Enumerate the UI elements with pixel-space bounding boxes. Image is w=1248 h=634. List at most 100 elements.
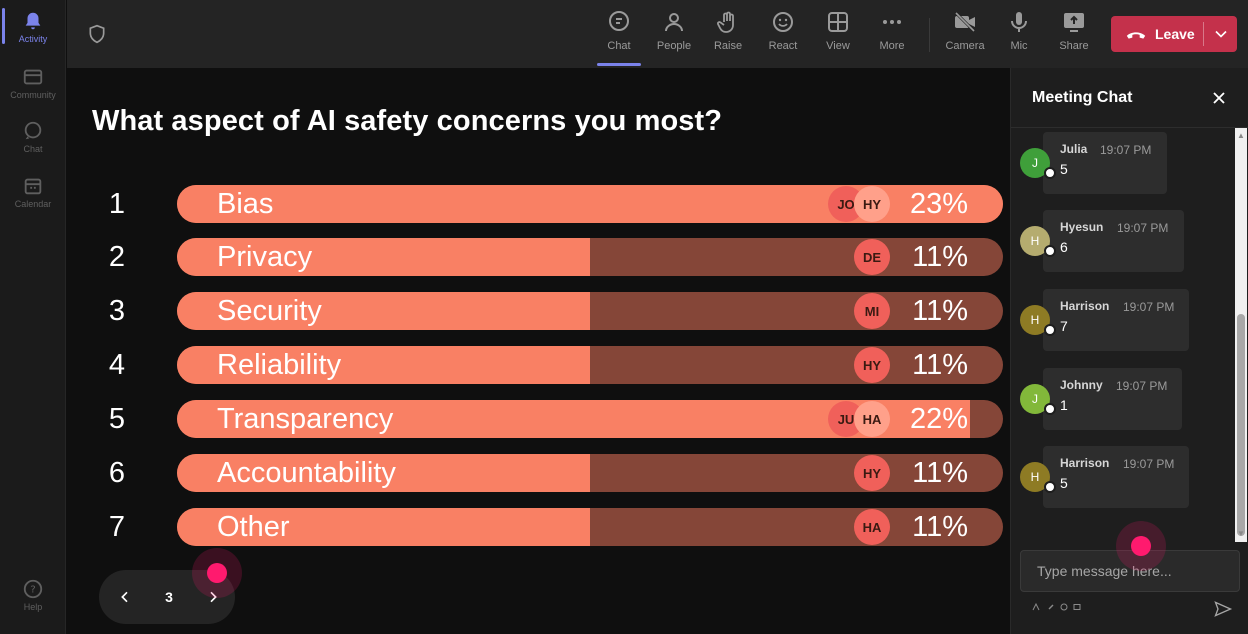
option-percent: 11% [912, 241, 968, 273]
poll-option-row: 6 Accountability HY 11% [67, 454, 1008, 492]
rail-item-help[interactable]: ? Help [0, 578, 66, 612]
avatar[interactable]: H [1020, 226, 1050, 256]
toolbar-mic-button[interactable]: Mic [995, 10, 1043, 62]
presence-indicator [1044, 481, 1056, 493]
rail-item-calendar[interactable]: Calendar [0, 175, 66, 209]
message-text: 5 [1060, 475, 1068, 491]
scroll-up-arrow[interactable]: ▲ [1237, 131, 1245, 140]
toolbar-label: Share [1059, 40, 1089, 52]
close-icon[interactable] [1209, 88, 1229, 108]
page-number: 3 [165, 589, 173, 605]
toolbar-label: More [879, 40, 905, 52]
chat-message: Hyesun 19:07 PM 6 H [1019, 210, 1229, 274]
option-number: 5 [108, 403, 126, 435]
message-time: 19:07 PM [1123, 300, 1175, 314]
chat-icon [24, 121, 42, 140]
chat-message: Harrison 19:07 PM 7 H [1019, 289, 1229, 353]
smile-icon [773, 12, 793, 32]
toolbar-label: React [768, 40, 798, 52]
chevron-down-icon[interactable] [1211, 24, 1231, 44]
emoji-icon[interactable] [1060, 603, 1068, 611]
option-percent: 22% [909, 403, 968, 435]
option-number: 7 [108, 511, 126, 543]
gif-icon[interactable] [1073, 603, 1081, 611]
leave-divider [1203, 22, 1204, 46]
format-icon[interactable] [1032, 603, 1040, 611]
next-page-button[interactable] [195, 579, 231, 615]
option-label: Reliability [217, 349, 342, 381]
option-label: Bias [217, 188, 274, 220]
active-indicator [2, 8, 5, 44]
rail-item-activity[interactable]: Activity [0, 10, 66, 44]
poll-option-row: 7 Other HA 11% [67, 508, 1008, 546]
leave-label: Leave [1155, 26, 1195, 42]
camera-off-icon [954, 11, 976, 33]
toolbar-camera-button[interactable]: Camera [941, 10, 989, 62]
option-label: Accountability [217, 457, 396, 489]
message-bubble[interactable]: Harrison 19:07 PM 5 [1043, 446, 1189, 508]
presence-indicator [1044, 403, 1056, 415]
toolbar-label: Camera [945, 40, 985, 52]
meeting-toolbar: Chat People Raise React View More Camera… [67, 0, 1248, 68]
message-bubble[interactable]: Harrison 19:07 PM 7 [1043, 289, 1189, 351]
rail-label: Calendar [14, 199, 52, 209]
chevron-left-icon [121, 591, 128, 603]
chat-message-list[interactable]: Julia 19:07 PM 5 J Hyesun 19:07 PM 6 H Harrison 1… [1011, 128, 1248, 542]
share-icon [1064, 13, 1084, 32]
voter-chip: HY [854, 455, 890, 491]
option-number: 2 [108, 241, 126, 273]
toolbar-chat-button[interactable]: Chat [595, 10, 643, 66]
message-sender: Harrison [1060, 299, 1110, 313]
chat-header: Meeting Chat [1011, 68, 1248, 128]
message-bubble[interactable]: Johnny 19:07 PM 1 [1043, 368, 1182, 430]
message-time: 19:07 PM [1100, 143, 1152, 157]
result-bar-fill [177, 508, 590, 546]
poll-option-row: 5 Transparency JU HA 22% [67, 400, 1008, 438]
result-bar-fill [177, 454, 590, 492]
message-sender: Harrison [1060, 456, 1110, 470]
toolbar-people-button[interactable]: People [650, 10, 698, 62]
send-icon[interactable] [1213, 599, 1233, 619]
poll-panel: What aspect of AI safety concerns you mo… [67, 68, 1008, 634]
message-bubble[interactable]: Julia 19:07 PM 5 [1043, 132, 1167, 194]
voter-chip: DE [854, 239, 890, 275]
poll-question: What aspect of AI safety concerns you mo… [92, 105, 723, 137]
phone-hangup-icon [1126, 32, 1146, 39]
toolbar-divider [929, 18, 930, 52]
option-label: Other [217, 511, 290, 543]
message-text: 1 [1060, 397, 1068, 413]
option-label: Privacy [217, 241, 313, 273]
presence-indicator [1044, 167, 1056, 179]
toolbar-label: Chat [607, 40, 631, 52]
message-bubble[interactable]: Hyesun 19:07 PM 6 [1043, 210, 1184, 272]
chat-message-input[interactable] [1021, 551, 1239, 591]
toolbar-more-button[interactable]: More [868, 10, 916, 62]
chat-scrollbar[interactable]: ▲ ▼ [1235, 128, 1247, 542]
option-label: Transparency [217, 403, 394, 435]
poll-option-row: 2 Privacy DE 11% [67, 238, 1008, 276]
message-time: 19:07 PM [1123, 457, 1175, 471]
result-bar-fill [177, 238, 590, 276]
leave-button[interactable]: Leave [1111, 16, 1237, 52]
attach-icon[interactable] [1047, 603, 1055, 611]
scroll-down-arrow[interactable]: ▼ [1237, 529, 1245, 538]
toolbar-raise-button[interactable]: Raise [704, 10, 752, 62]
shield-icon[interactable] [87, 24, 107, 44]
bell-icon [25, 12, 41, 30]
scroll-thumb[interactable] [1237, 314, 1245, 536]
rail-label: Help [23, 602, 43, 612]
toolbar-view-button[interactable]: View [814, 10, 862, 62]
message-time: 19:07 PM [1117, 221, 1169, 235]
rail-item-community[interactable]: Community [0, 66, 66, 100]
toolbar-label: People [656, 40, 692, 52]
option-percent: 11% [912, 457, 968, 489]
rail-item-chat[interactable]: Chat [0, 120, 66, 154]
message-sender: Johnny [1060, 378, 1103, 392]
toolbar-label: Mic [1010, 40, 1028, 52]
toolbar-react-button[interactable]: React [759, 10, 807, 62]
chat-compose-box[interactable] [1020, 550, 1240, 592]
previous-page-button[interactable] [107, 579, 143, 615]
voter-chip: HA [854, 509, 890, 545]
toolbar-share-button[interactable]: Share [1050, 10, 1098, 62]
voter-chip: HY [854, 347, 890, 383]
